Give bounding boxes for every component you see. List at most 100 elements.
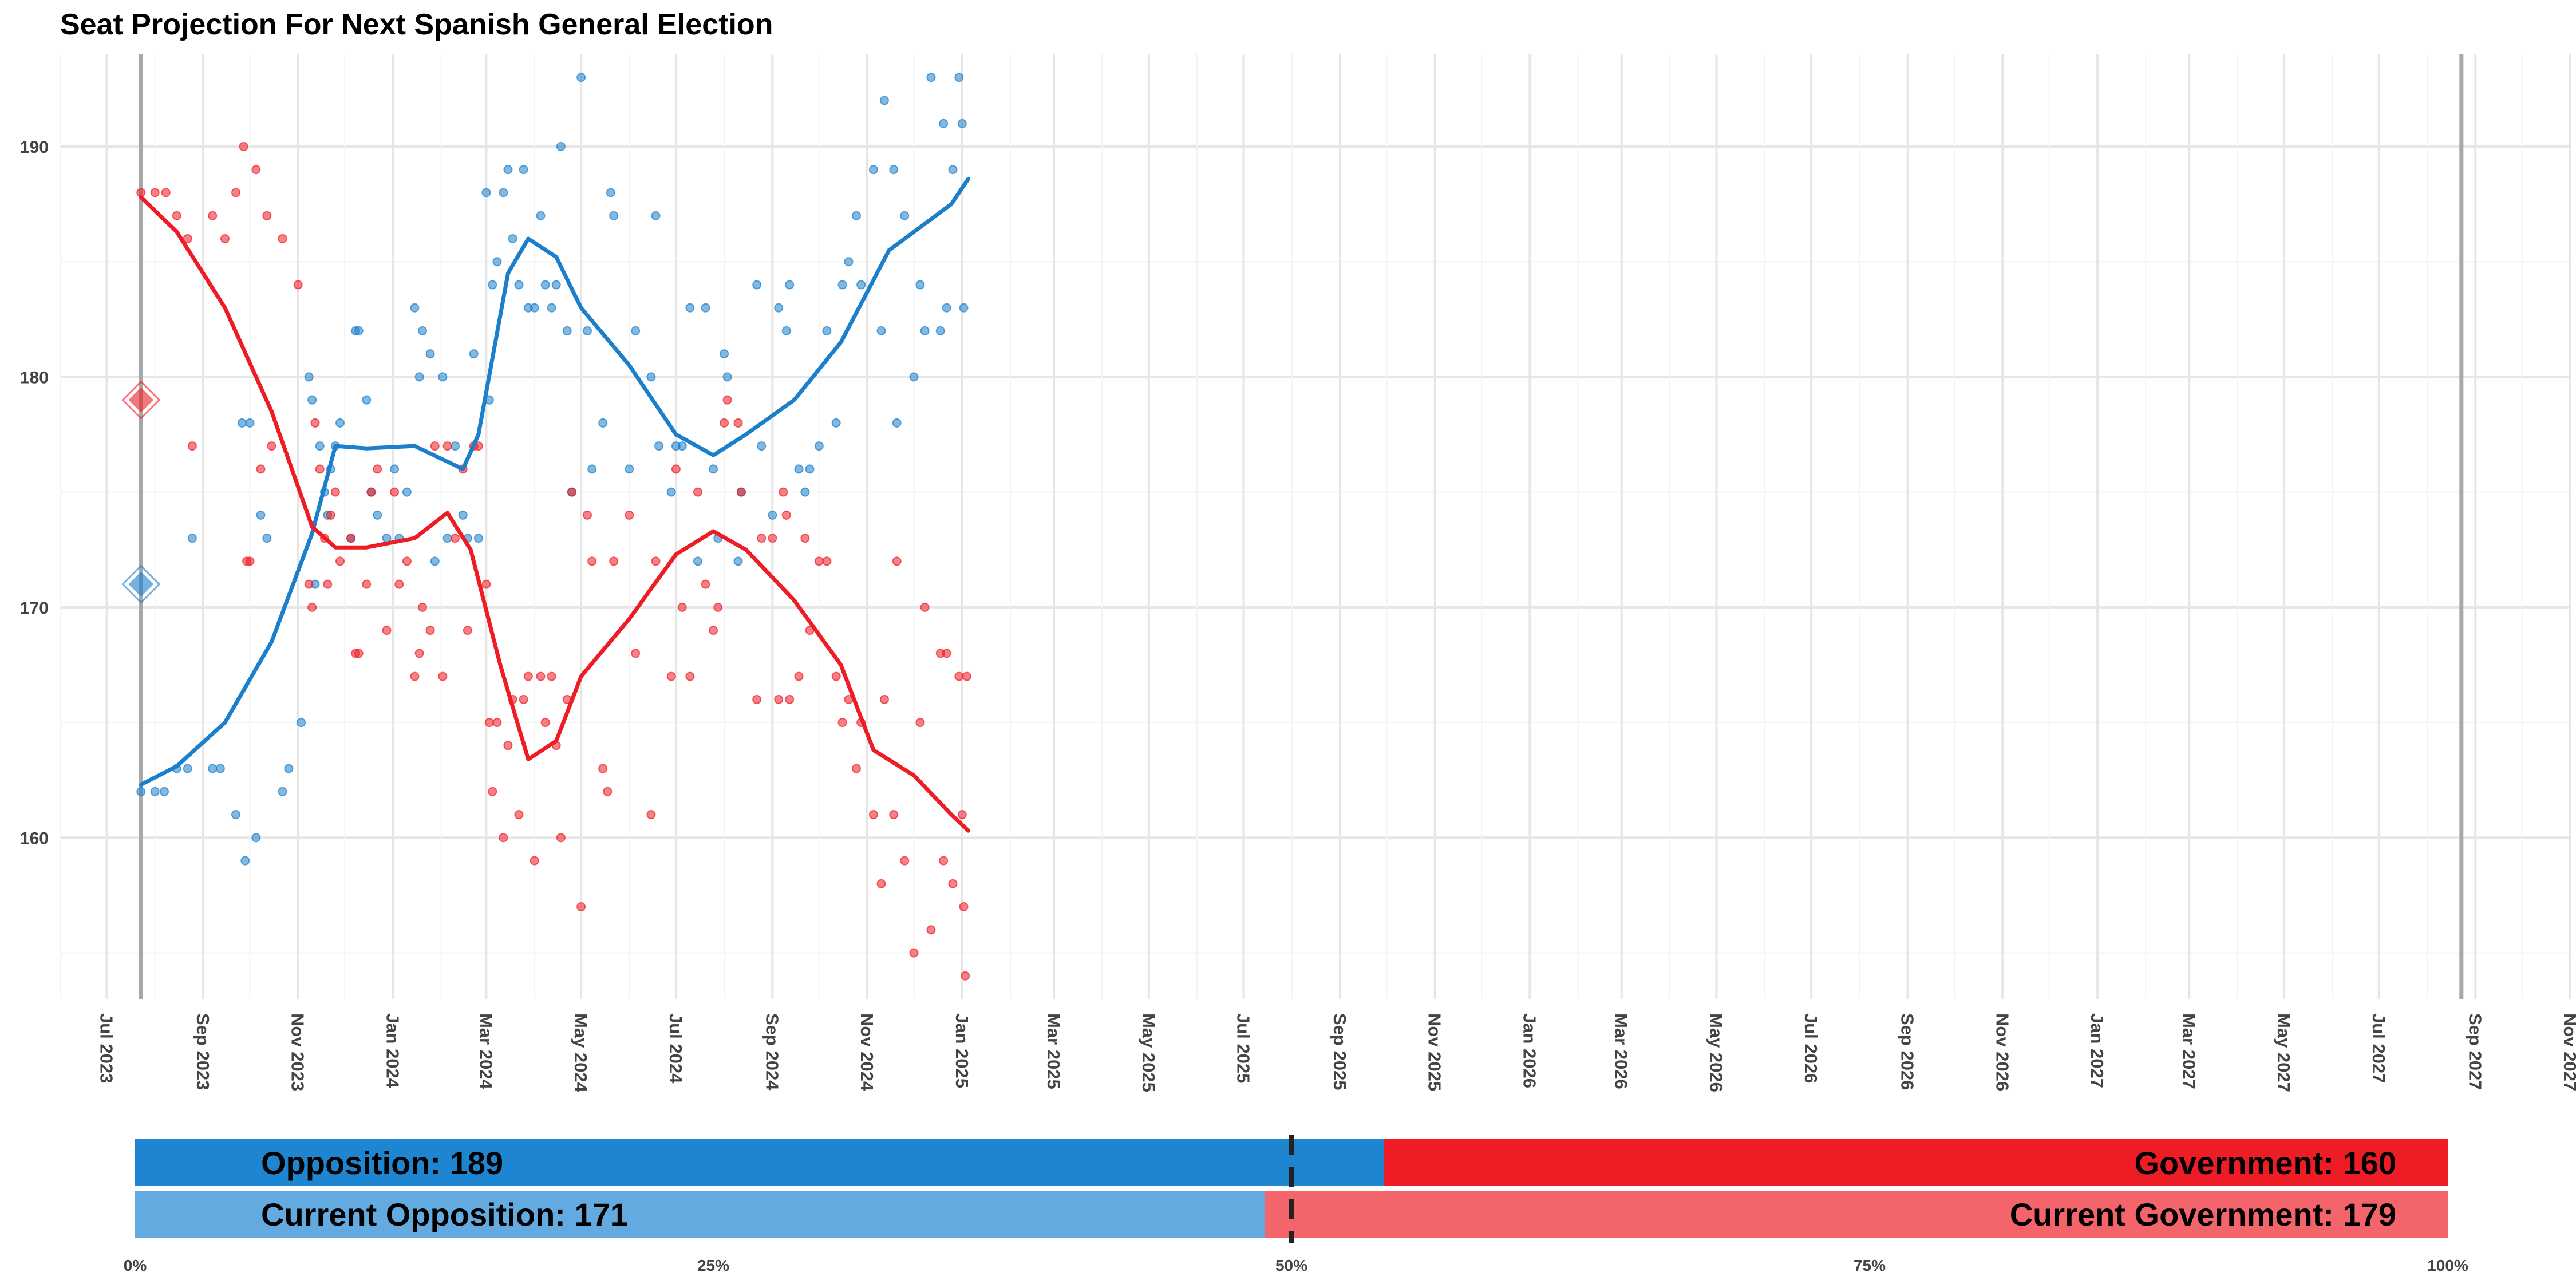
poll-point	[752, 694, 762, 704]
poll-point	[245, 418, 255, 428]
poll-point	[831, 418, 841, 428]
x-tick-label: Jul 2025	[1234, 1013, 1254, 1083]
poll-point	[831, 671, 841, 681]
poll-point	[425, 626, 435, 635]
poll-point	[430, 556, 440, 566]
poll-point	[920, 326, 930, 335]
poll-point	[315, 464, 325, 474]
poll-point	[492, 718, 502, 728]
poll-point	[609, 211, 619, 220]
x-tick-label: Nov 2024	[857, 1013, 877, 1092]
poll-point	[631, 649, 641, 658]
poll-point	[900, 856, 910, 866]
poll-point	[677, 441, 687, 451]
poll-point	[310, 418, 320, 428]
poll-point	[488, 280, 497, 290]
x-tick-label: May 2025	[1139, 1013, 1159, 1092]
poll-point	[172, 211, 181, 220]
x-tick-label: Jul 2027	[2369, 1013, 2389, 1083]
poll-point	[442, 534, 452, 543]
poll-point	[768, 534, 777, 543]
poll-point	[598, 418, 608, 428]
poll-point	[530, 303, 539, 313]
poll-point	[576, 902, 586, 912]
poll-point	[304, 372, 314, 382]
x-tick-label: Mar 2024	[476, 1013, 496, 1089]
poll-point	[183, 764, 192, 773]
x-tick-label: Mar 2025	[1044, 1013, 1064, 1089]
poll-point	[150, 787, 160, 796]
x-tick-label: Sep 2025	[1330, 1013, 1350, 1090]
poll-point	[598, 764, 608, 773]
seat-bar-right	[1384, 1139, 2448, 1186]
poll-point	[304, 579, 314, 589]
poll-point	[768, 510, 777, 520]
poll-point	[685, 671, 695, 681]
poll-point	[954, 73, 964, 82]
poll-point	[390, 464, 400, 474]
poll-point	[262, 211, 272, 220]
poll-point	[709, 464, 718, 474]
poll-point	[540, 718, 550, 728]
seat-bar-tick-label: 50%	[1275, 1257, 1307, 1274]
y-tick-label: 170	[20, 599, 49, 618]
poll-point	[208, 764, 218, 773]
poll-point	[414, 372, 424, 382]
poll-point	[519, 165, 528, 175]
poll-point	[425, 349, 435, 359]
trend-lines	[139, 176, 971, 833]
x-tick-label: Sep 2024	[762, 1013, 782, 1091]
poll-point	[451, 534, 460, 543]
poll-point	[868, 165, 878, 175]
poll-point	[418, 602, 428, 612]
poll-point	[160, 787, 169, 796]
poll-point	[666, 487, 676, 497]
poll-point	[366, 487, 376, 497]
poll-point	[822, 326, 832, 335]
x-tick-label: Sep 2026	[1898, 1013, 1918, 1090]
poll-point	[733, 556, 743, 566]
poll-point	[547, 671, 556, 681]
poll-point	[220, 234, 230, 243]
poll-point	[666, 671, 676, 681]
poll-point	[499, 188, 508, 197]
poll-point	[785, 280, 795, 290]
poll-point	[693, 487, 702, 497]
poll-point	[939, 856, 949, 866]
x-tick-label: Jan 2027	[2087, 1013, 2107, 1088]
x-tick-label: May 2027	[2274, 1013, 2294, 1092]
poll-point	[587, 556, 597, 566]
seat-bar-right-label: Current Government: 179	[2010, 1196, 2396, 1232]
poll-point	[418, 326, 428, 335]
poll-point	[926, 73, 936, 82]
poll-point	[774, 694, 784, 704]
poll-point	[523, 671, 533, 681]
poll-point	[685, 303, 695, 313]
poll-point	[335, 556, 345, 566]
poll-point	[920, 602, 930, 612]
x-tick-label: Nov 2027	[2560, 1013, 2576, 1091]
poll-point	[720, 418, 729, 428]
poll-point	[410, 303, 420, 313]
poll-point	[954, 671, 964, 681]
poll-point	[603, 787, 613, 796]
poll-point	[794, 464, 804, 474]
poll-point	[161, 188, 171, 197]
poll-point	[473, 534, 483, 543]
result-marker	[128, 387, 154, 413]
poll-point	[733, 418, 743, 428]
poll-point	[625, 510, 634, 520]
seat-bar: Opposition: 189 Government: 160 Current Op…	[124, 1135, 2468, 1274]
poll-point	[326, 510, 335, 520]
poll-point	[889, 165, 899, 175]
poll-point	[915, 280, 925, 290]
poll-point	[879, 694, 889, 704]
trend-line	[139, 176, 971, 787]
poll-point	[909, 948, 919, 958]
poll-point	[709, 626, 718, 635]
poll-point	[256, 510, 266, 520]
poll-point	[394, 579, 404, 589]
poll-point	[942, 649, 951, 658]
poll-point	[822, 556, 832, 566]
x-tick-label: Jul 2023	[97, 1013, 117, 1083]
